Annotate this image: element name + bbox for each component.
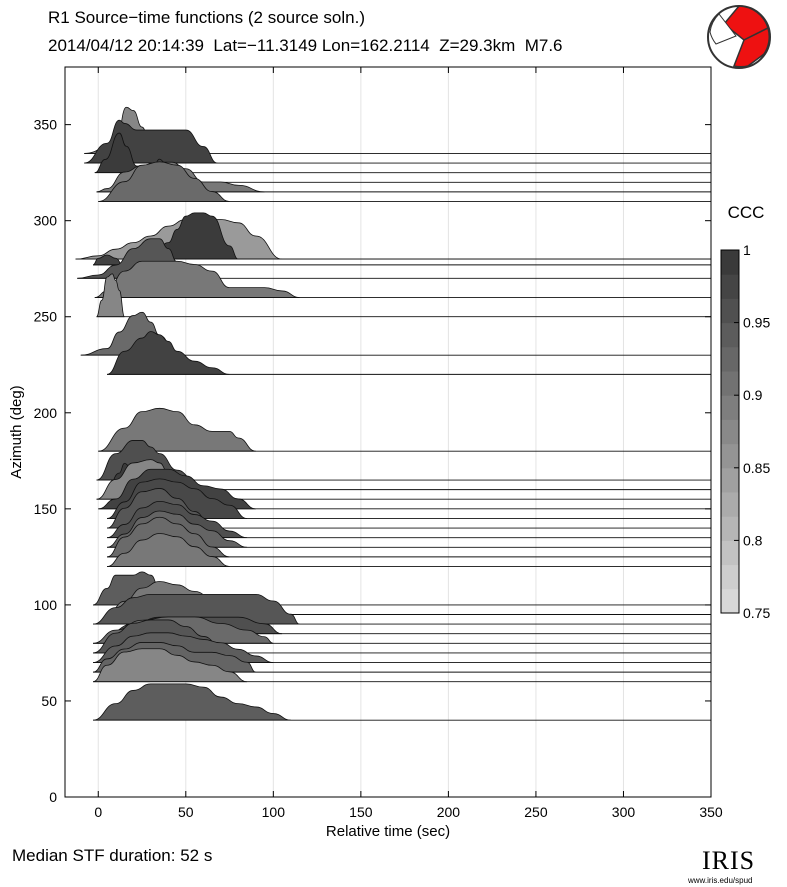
colorbar-step: [721, 588, 739, 614]
colorbar: 1 0.95 0.9 0.85 0.8 0.75: [720, 242, 770, 621]
iris-logo-mark: IRIS: [702, 846, 756, 875]
stf-trace-fill: [94, 260, 300, 298]
y-tick-label: 350: [34, 117, 58, 133]
y-tick-label: 200: [34, 405, 58, 421]
stf-trace-fill: [98, 161, 230, 202]
colorbar-tick-label: 0.85: [743, 460, 770, 476]
iris-logo: IRIS www.iris.edu/spud: [688, 832, 778, 885]
colorbar-step: [721, 467, 739, 493]
colorbar-frame: [720, 249, 740, 614]
plot-frame: [64, 66, 712, 798]
x-tick-label: 250: [524, 804, 548, 820]
y-tick-label: 250: [34, 309, 58, 325]
colorbar-step: [721, 395, 739, 420]
colorbar-step: [721, 298, 739, 324]
colorbar-step: [721, 322, 739, 348]
stf-trace-fill: [96, 273, 125, 318]
stf-trace-fill: [92, 254, 123, 266]
stf-trace-fill: [106, 533, 230, 567]
colorbar-step: [721, 443, 739, 469]
chart-subtitle: 2014/04/12 20:14:39 Lat=−11.3149 Lon=162…: [48, 36, 563, 55]
stf-trace-fill: [92, 648, 248, 683]
x-tick-label: 0: [94, 804, 102, 820]
colorbar-title: CCC: [728, 203, 765, 222]
x-tick-label: 150: [349, 804, 373, 820]
median-duration-text: Median STF duration: 52 s: [12, 846, 213, 865]
beachball-quadrant-lower: [732, 26, 771, 68]
stf-trace-fill: [92, 683, 291, 721]
y-tick-label: 150: [34, 501, 58, 517]
grid-lines: [97, 67, 624, 797]
colorbar-step: [721, 540, 739, 566]
iris-logo-url: www.iris.edu/spud: [688, 876, 753, 885]
x-tick-label: 50: [178, 804, 194, 820]
colorbar-step: [721, 516, 739, 541]
colorbar-step: [721, 492, 739, 517]
axes: 0 50 100 150 200 250 300 350 0 50 100 150 200 250 300 3…: [34, 67, 723, 820]
x-tick-label: 300: [612, 804, 636, 820]
beachball-quadrant-left: [709, 13, 737, 45]
y-tick-label: 0: [49, 789, 57, 805]
colorbar-step: [721, 250, 739, 275]
trace-layer: [75, 106, 711, 721]
colorbar-tick-label: 0.9: [743, 387, 763, 403]
x-axis-label: Relative time (sec): [326, 823, 450, 840]
stf-trace-fill: [84, 119, 218, 164]
stf-trace-fill: [92, 594, 300, 625]
y-tick-label: 50: [41, 693, 57, 709]
colorbar-tick-label: 0.8: [743, 532, 763, 548]
colorbar-tick-label: 0.75: [743, 605, 770, 621]
y-tick-label: 100: [34, 597, 58, 613]
y-axis-label: Azimuth (deg): [8, 385, 25, 478]
colorbar-step: [721, 346, 739, 372]
colorbar-step: [721, 371, 739, 396]
stf-trace-fill: [150, 212, 239, 260]
colorbar-step: [721, 274, 739, 299]
x-tick-label: 200: [437, 804, 461, 820]
y-tick-label: 300: [34, 213, 58, 229]
chart-title: R1 Source−time functions (2 source soln.…: [48, 8, 366, 27]
stf-trace-fill: [98, 407, 256, 452]
colorbar-tick-label: 1: [743, 242, 751, 258]
x-tick-label: 350: [699, 804, 723, 820]
stf-trace-fill: [106, 331, 230, 375]
x-tick-label: 100: [262, 804, 286, 820]
beachball-icon: [707, 5, 771, 69]
colorbar-step: [721, 564, 739, 590]
colorbar-tick-label: 0.95: [743, 315, 770, 331]
colorbar-step: [721, 419, 739, 445]
